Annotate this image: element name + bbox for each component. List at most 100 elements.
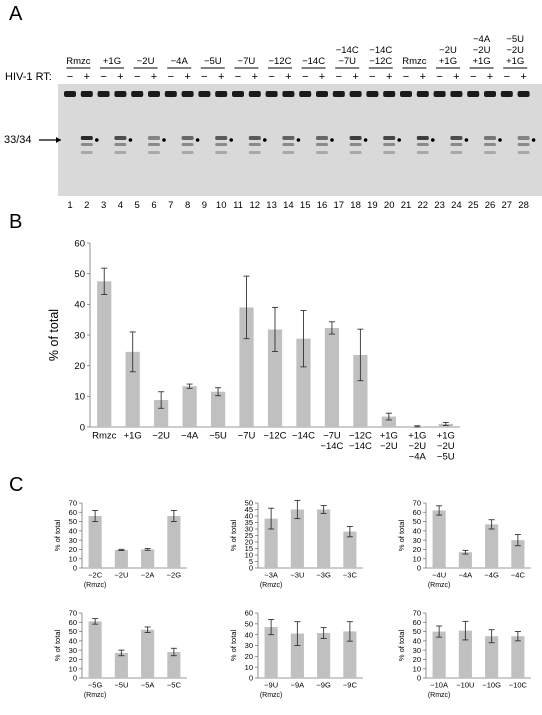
c4-category-label: −5G: [88, 681, 103, 690]
product-band: [517, 143, 530, 146]
c2-y-tick-label: 40: [245, 512, 253, 521]
c4-y-tick-label: 20: [69, 655, 77, 664]
lane-number: 12: [250, 200, 261, 211]
lane-group-label: −4A: [171, 56, 189, 67]
c6-category-label: −10U: [456, 681, 474, 690]
product-marker-dot: [296, 138, 301, 142]
substrate-band: [164, 91, 177, 97]
rt-minus: −: [134, 71, 140, 83]
panel-label-a: A: [9, 3, 23, 25]
c2-y-tick-label: 30: [245, 525, 253, 534]
c6-category-label: −10G: [482, 681, 501, 690]
lane-number: 26: [485, 200, 496, 211]
c1-y-tick-label: 60: [69, 508, 77, 517]
b-bar: [182, 386, 197, 427]
b-bar: [97, 281, 112, 427]
substrate-band: [198, 91, 211, 97]
rt-plus: +: [151, 71, 157, 83]
c3-bar: [432, 510, 446, 568]
b-y-tick-label: 10: [74, 392, 85, 403]
substrate-band: [131, 91, 144, 97]
lane-group-label: −12C: [369, 56, 392, 67]
c5-bar: [343, 631, 357, 678]
c3-bar: [485, 524, 499, 568]
c1-bar: [167, 516, 181, 568]
substrate-band: [500, 91, 513, 97]
lane-number: 17: [334, 200, 345, 211]
product-band: [484, 143, 496, 146]
b-category-label: −5U: [437, 452, 455, 463]
lane-group-label: +1G: [439, 56, 457, 67]
c1-y-tick-label: 70: [69, 499, 77, 508]
c6-y-axis-label: % of total: [397, 630, 406, 662]
product-band: [80, 143, 93, 146]
substrate-band: [114, 91, 127, 97]
c1-y-tick-label: 0: [73, 564, 77, 573]
rt-minus: −: [336, 71, 342, 83]
lane-group-label: Rmzc: [402, 56, 427, 67]
product-band: [148, 143, 160, 146]
product-band: [316, 136, 328, 140]
rt-plus: +: [319, 71, 325, 83]
product-band: [349, 143, 362, 146]
lane-number: 28: [518, 200, 529, 211]
c2-y-tick-label: 35: [245, 518, 253, 527]
lane-group-label: −5U: [506, 34, 524, 45]
substrate-band: [433, 91, 446, 97]
rt-plus: +: [352, 71, 358, 83]
c6-bar: [432, 631, 446, 678]
product-marker-dot: [363, 138, 368, 142]
product-band: [248, 136, 261, 140]
rt-minus: −: [100, 71, 106, 83]
c4-y-tick-label: 70: [69, 609, 77, 618]
product-band: [282, 143, 295, 146]
lane-number: 4: [118, 200, 123, 211]
c1-y-tick-label: 10: [69, 554, 77, 563]
product-marker-dot: [431, 138, 435, 142]
rt-plus: +: [184, 71, 190, 83]
b-category-label: +1G: [437, 431, 455, 442]
product-band: [484, 151, 496, 154]
c5-category-label: −9U: [264, 681, 278, 690]
c1-y-tick-label: 50: [69, 517, 77, 526]
substrate-band: [97, 91, 110, 97]
c3-y-tick-label: 50: [413, 517, 421, 526]
c2-y-tick-label: 15: [245, 544, 253, 553]
b-bar: [239, 307, 254, 427]
lane-number: 24: [451, 200, 462, 211]
c4-y-axis-label: % of total: [53, 630, 62, 662]
b-category-label: +1G: [380, 431, 398, 442]
b-bar: [353, 354, 368, 427]
lane-number: 9: [202, 200, 207, 211]
c4-y-tick-label: 30: [69, 646, 77, 655]
lane-group-label: −7U: [238, 56, 256, 67]
substrate-band: [484, 91, 496, 97]
lane-group-label: +1G: [472, 56, 490, 67]
rt-minus: −: [403, 71, 409, 83]
c3-y-tick-label: 70: [413, 499, 421, 508]
lane-number: 13: [266, 200, 277, 211]
product-band: [349, 136, 362, 140]
lane-number: 1: [67, 200, 72, 211]
c6-y-tick-label: 50: [413, 627, 421, 636]
lane-group-label: +1G: [103, 56, 121, 67]
c4-y-tick-label: 40: [69, 636, 77, 645]
c3-y-tick-label: 30: [413, 536, 421, 545]
product-band: [316, 143, 328, 146]
b-category-label: Rmzc: [92, 431, 117, 442]
panel-label-b: B: [9, 211, 23, 233]
rt-minus: −: [201, 71, 207, 83]
b-y-tick-label: 60: [74, 238, 85, 249]
c2-category-label: −3C: [343, 571, 358, 580]
c1-category-label: −2G: [167, 571, 182, 580]
c1-category-label: −2U: [114, 571, 128, 580]
c4-category-label: −5U: [114, 681, 128, 690]
c2-category-label: −3U: [290, 571, 304, 580]
c3-y-tick-label: 10: [413, 554, 421, 563]
c3-category-label: −4U: [432, 571, 446, 580]
product-band: [484, 136, 496, 140]
product-band: [282, 151, 295, 154]
c5-category-label: −9G: [316, 681, 331, 690]
lane-number: 27: [502, 200, 513, 211]
